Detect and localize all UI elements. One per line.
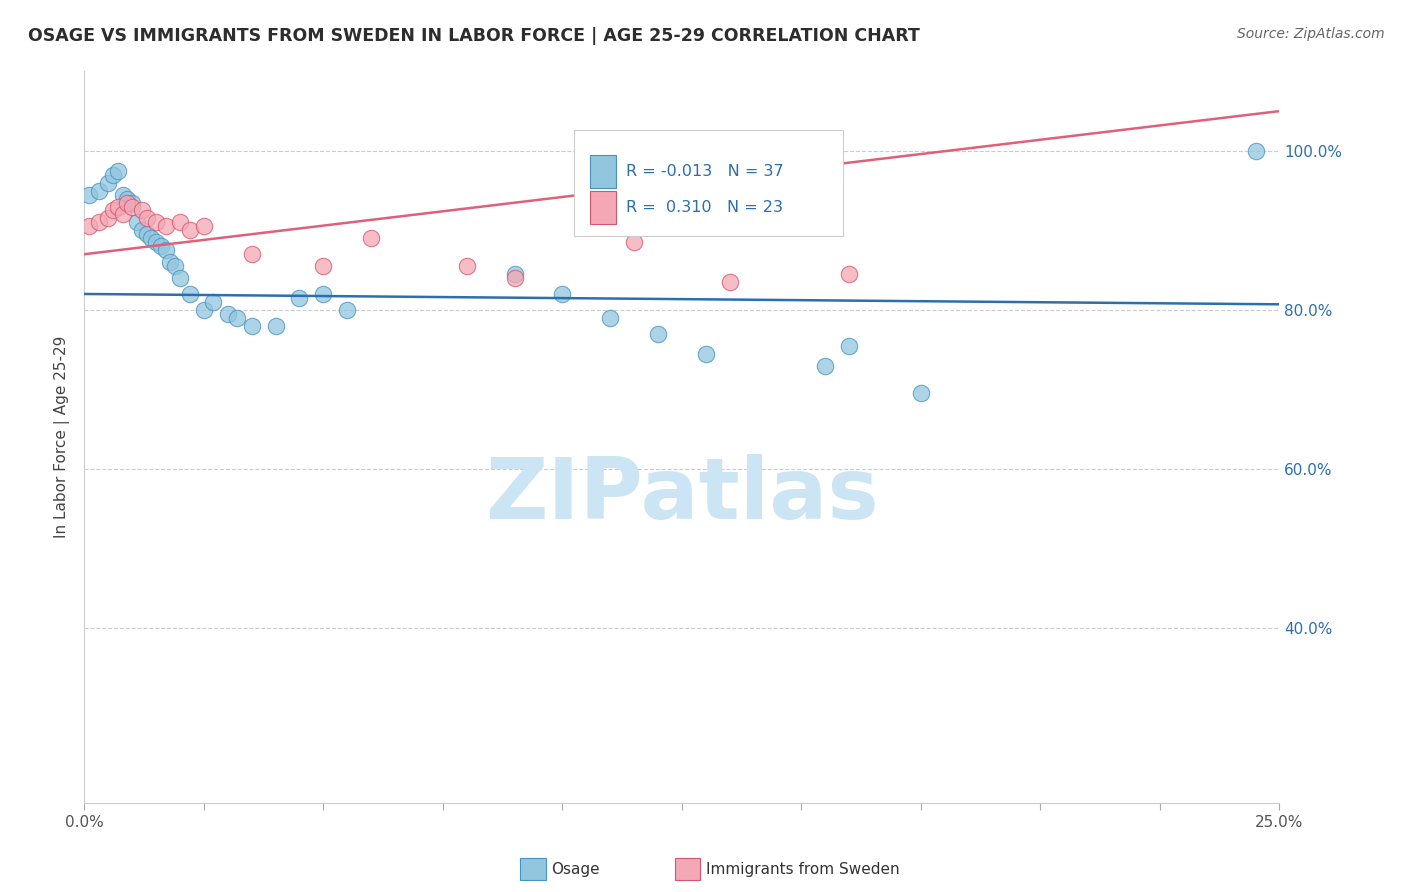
Point bbox=[101, 203, 124, 218]
Point bbox=[155, 219, 177, 234]
Point bbox=[101, 168, 124, 182]
Point bbox=[1244, 144, 1267, 158]
Point bbox=[718, 275, 741, 289]
Point bbox=[288, 291, 311, 305]
Text: Osage: Osage bbox=[551, 863, 600, 877]
Point bbox=[179, 287, 201, 301]
Point bbox=[111, 187, 134, 202]
Point bbox=[551, 287, 574, 301]
Point bbox=[77, 187, 100, 202]
Point bbox=[77, 219, 100, 234]
Y-axis label: In Labor Force | Age 25-29: In Labor Force | Age 25-29 bbox=[55, 336, 70, 538]
Point bbox=[336, 302, 359, 317]
Point bbox=[117, 195, 139, 210]
Point bbox=[121, 195, 143, 210]
Point bbox=[226, 310, 249, 325]
Point bbox=[131, 203, 153, 218]
Point bbox=[623, 235, 645, 250]
Point bbox=[193, 219, 215, 234]
Text: R = -0.013   N = 37: R = -0.013 N = 37 bbox=[626, 163, 783, 178]
Point bbox=[141, 231, 163, 245]
Point bbox=[111, 207, 134, 221]
Point bbox=[240, 318, 263, 333]
Point bbox=[107, 200, 129, 214]
Point bbox=[97, 211, 120, 226]
Text: R =  0.310   N = 23: R = 0.310 N = 23 bbox=[626, 200, 783, 215]
Text: Immigrants from Sweden: Immigrants from Sweden bbox=[706, 863, 900, 877]
Point bbox=[503, 271, 526, 285]
Point bbox=[149, 239, 172, 253]
Point bbox=[217, 307, 239, 321]
Point bbox=[155, 244, 177, 258]
Point bbox=[135, 227, 157, 242]
Point bbox=[264, 318, 287, 333]
Point bbox=[647, 326, 669, 341]
Point bbox=[599, 310, 621, 325]
Point bbox=[456, 259, 478, 273]
Point bbox=[97, 176, 120, 190]
Text: ZIPatlas: ZIPatlas bbox=[485, 454, 879, 537]
Point bbox=[169, 271, 191, 285]
FancyBboxPatch shape bbox=[575, 130, 844, 235]
Point bbox=[125, 215, 148, 229]
Point bbox=[145, 235, 167, 250]
Point bbox=[312, 287, 335, 301]
Text: OSAGE VS IMMIGRANTS FROM SWEDEN IN LABOR FORCE | AGE 25-29 CORRELATION CHART: OSAGE VS IMMIGRANTS FROM SWEDEN IN LABOR… bbox=[28, 27, 920, 45]
Point bbox=[169, 215, 191, 229]
Text: Source: ZipAtlas.com: Source: ZipAtlas.com bbox=[1237, 27, 1385, 41]
Point bbox=[121, 200, 143, 214]
Point bbox=[202, 294, 225, 309]
Point bbox=[87, 184, 110, 198]
Point bbox=[179, 223, 201, 237]
Point bbox=[165, 259, 187, 273]
Point bbox=[117, 192, 139, 206]
Point bbox=[145, 215, 167, 229]
Point bbox=[360, 231, 382, 245]
Point bbox=[159, 255, 181, 269]
Bar bbox=[591, 191, 616, 224]
Point bbox=[910, 386, 932, 401]
Point bbox=[131, 223, 153, 237]
Point bbox=[838, 339, 860, 353]
Point bbox=[312, 259, 335, 273]
Point bbox=[107, 163, 129, 178]
Point bbox=[87, 215, 110, 229]
Point bbox=[814, 359, 837, 373]
Bar bbox=[591, 154, 616, 187]
Point bbox=[240, 247, 263, 261]
Point bbox=[838, 267, 860, 281]
Point bbox=[193, 302, 215, 317]
Point bbox=[503, 267, 526, 281]
Point bbox=[135, 211, 157, 226]
Point bbox=[695, 346, 717, 360]
